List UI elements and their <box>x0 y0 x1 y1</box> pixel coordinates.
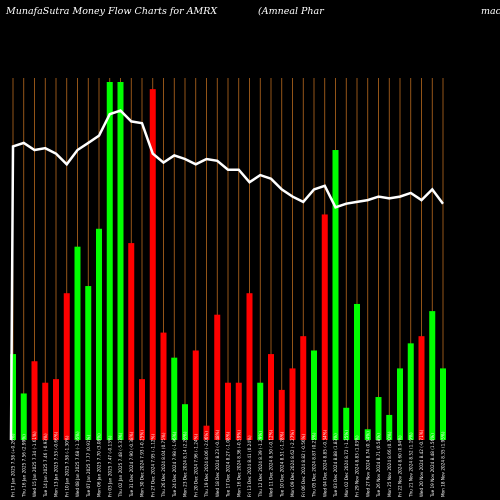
x-tick-label: Thu 26 Dec 2024 8.04 (0.75%) <box>161 432 166 498</box>
flow-bar <box>311 350 317 440</box>
x-tick-label: Fri 20 Dec 2024 7.96 (-1.24%) <box>193 433 198 497</box>
money-flow-line <box>9 109 444 441</box>
flow-bar <box>268 354 274 440</box>
x-tick-label: Tue 17 Dec 2024 8.27 (-1.08%) <box>226 431 231 498</box>
flow-bar <box>10 354 16 440</box>
flow-bar <box>74 246 81 440</box>
flow-bar <box>106 82 113 440</box>
x-tick-label: Mon 09 Dec 2024 8.62 (-2.27%) <box>290 430 295 497</box>
flow-bar <box>386 414 393 440</box>
flow-bar <box>418 336 425 440</box>
flow-bar <box>20 393 27 440</box>
x-tick-label: Fri 22 Nov 2024 8.60 (0.94%) <box>398 435 403 497</box>
flow-bar <box>375 397 382 440</box>
flow-bar <box>63 293 70 440</box>
flow-bar <box>440 368 446 440</box>
x-tick-label: Tue 26 Nov 2024 8.71 (0.58%) <box>376 433 381 498</box>
flow-bar <box>96 228 102 440</box>
x-tick-label: Tue 10 Dec 2024 8.51 (-1.28%) <box>279 431 284 498</box>
x-tick-label: Mon 06 Jan 2025 7.70 (3.08%) <box>97 433 102 497</box>
x-tick-label: Wed 11 Dec 2024 8.50 (-0.12%) <box>269 429 274 497</box>
chart-subtitle-cutoff: mac <box>481 6 500 17</box>
x-tick-label: Thu 02 Jan 2025 7.48 (-5.33%) <box>118 432 123 498</box>
flow-bar <box>278 389 285 440</box>
x-tick-label: Thu 16 Jan 2025 7.56 (2.99%) <box>21 434 26 498</box>
x-tick-label: Wed 27 Nov 2024 8.74 (0.34%) <box>365 431 370 497</box>
x-tick-label: Fri 17 Jan 2025 7.58 (+0.26%) <box>11 433 16 497</box>
flow-bar <box>42 382 49 440</box>
x-tick-label: Wed 08 Jan 2025 7.68 (-1.16%) <box>75 431 80 497</box>
flow-bar <box>139 379 145 440</box>
flow-bar <box>128 243 135 440</box>
x-tick-label: Wed 04 Dec 2024 8.85 (-0.34%) <box>322 429 327 497</box>
flow-bar <box>225 382 231 440</box>
flow-bar <box>214 314 221 440</box>
x-tick-label: Mon 25 Nov 2024 8.66 (0.70%) <box>387 431 392 497</box>
x-tick-label: Tue 24 Dec 2024 7.98 (-1.96%) <box>172 431 177 498</box>
flow-bar <box>354 303 360 440</box>
x-tick-label: Wed 18 Dec 2024 8.23 (-0.48%) <box>215 429 220 497</box>
x-tick-label: Tue 07 Jan 2025 7.77 (0.91%) <box>86 434 91 498</box>
flow-bar <box>407 343 414 440</box>
x-tick-label: Tue 31 Dec 2024 7.90 (-0.38%) <box>129 431 134 498</box>
flow-bar <box>31 361 38 440</box>
flow-bar <box>300 336 307 440</box>
flow-bar <box>429 311 436 440</box>
chart-subtitle: (Amneal Phar <box>258 6 324 17</box>
flow-bar <box>203 425 210 440</box>
x-tick-label: Fri 13 Dec 2024 8.41 (0.24%) <box>247 435 252 497</box>
x-tick-labels: Fri 17 Jan 2025 7.58 (+0.26%) Thu 16 Jan … <box>11 429 446 498</box>
x-tick-label: Mon 23 Dec 2024 8.14 (2.26%) <box>183 431 188 497</box>
flow-bar <box>364 429 371 440</box>
x-tick-label: Wed 15 Jan 2025 7.34 (-1.61%) <box>32 431 37 497</box>
x-tick-label: Thu 05 Dec 2024 8.87 (0.23%) <box>312 432 317 498</box>
x-tick-label: Tue 19 Nov 2024 8.48 (1.56%) <box>430 433 435 498</box>
x-tick-label: Fri 29 Nov 2024 8.83 (1.03%) <box>355 435 360 497</box>
x-tick-label: Thu 19 Dec 2024 8.06 (-2.06%) <box>204 431 209 498</box>
x-tick-label: Fri 03 Jan 2025 7.47 (-0.13%) <box>107 435 112 497</box>
x-tick-label: Thu 12 Dec 2024 8.39 (-1.29%) <box>258 431 263 498</box>
flow-bar <box>343 407 350 440</box>
x-tick-label: Thu 21 Nov 2024 8.52 (1.19%) <box>408 432 413 498</box>
flow-bar <box>53 379 59 440</box>
flow-bar <box>289 368 296 440</box>
x-tick-label: Wed 20 Nov 2024 8.42 (-0.71%) <box>419 429 424 497</box>
x-tick-label: Tue 03 Dec 2024 8.88 (1.83%) <box>333 433 338 498</box>
flow-bar <box>117 82 124 440</box>
x-tick-label: Mon 02 Dec 2024 8.72 (-1.25%) <box>344 430 349 497</box>
flow-bar <box>149 89 156 440</box>
flow-bar <box>235 382 242 440</box>
flow-bar <box>192 350 199 440</box>
flow-bar <box>246 293 253 440</box>
flow-bar <box>85 286 92 440</box>
x-tick-label: Mon 30 Dec 2024 7.93 (-0.25%) <box>140 430 145 497</box>
flow-bar <box>397 368 403 440</box>
x-tick-label: Fri 06 Dec 2024 8.82 (-0.56%) <box>301 433 306 497</box>
x-tick-label: Tue 14 Jan 2025 7.46 (-0.93%) <box>43 433 48 498</box>
flow-bar <box>332 150 339 440</box>
x-tick-label: Fri 10 Jan 2025 7.58 (-1.30%) <box>64 435 69 497</box>
flow-bar <box>171 357 178 440</box>
x-tick-label: Mon 18 Nov 2024 8.35 (1.95%) <box>441 431 446 497</box>
flow-bar <box>160 332 167 440</box>
x-tick-label: Mon 16 Dec 2024 8.36 (-0.59%) <box>236 430 241 497</box>
flow-bar <box>257 382 264 440</box>
flow-bar <box>182 404 188 440</box>
chart-title: MunafaSutra Money Flow Charts for AMRX <box>6 6 218 17</box>
money-flow-bars <box>10 82 446 440</box>
flow-bar <box>321 214 328 440</box>
x-tick-label: Fri 27 Dec 2024 7.95 (-1.12%) <box>150 433 155 497</box>
x-tick-label: Mon 13 Jan 2025 7.53 (-0.66%) <box>54 431 59 497</box>
